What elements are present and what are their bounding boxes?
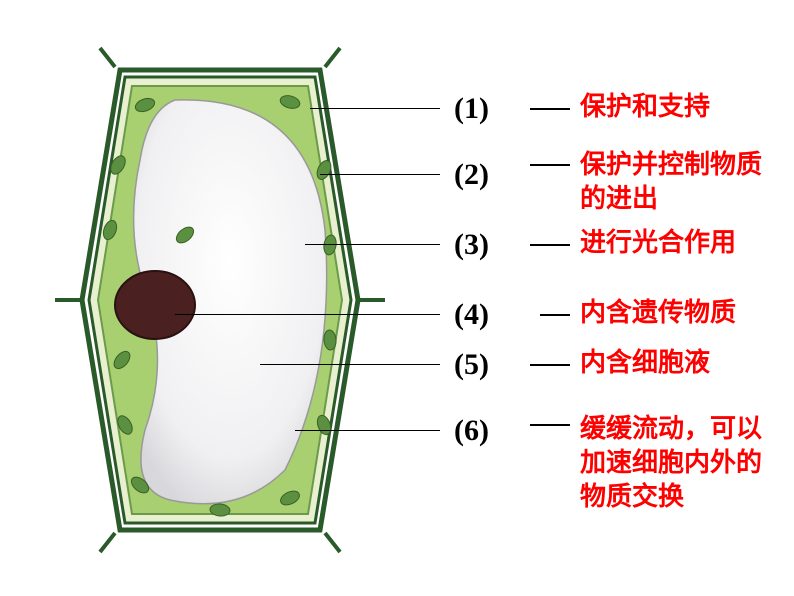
label-num-1: (1) [454,92,489,126]
dash-1 [530,108,570,110]
leader-5 [260,364,440,365]
leader-6 [295,430,440,431]
label-num-2: (2) [454,158,489,192]
leader-2 [320,174,440,175]
label-desc-2: 保护并控制物质的进出 [580,148,770,216]
dash-4 [540,314,570,316]
label-desc-1: 保护和支持 [580,90,770,124]
label-num-6: (6) [454,414,489,448]
dash-3 [530,244,570,246]
label-num-4: (4) [454,298,489,332]
cell-svg [30,30,390,570]
dash-6 [530,424,570,426]
label-desc-4: 内含遗传物质 [580,296,780,330]
label-desc-3: 进行光合作用 [580,226,780,260]
dash-5 [530,364,570,366]
label-desc-6: 缓缓流动，可以加速细胞内外的物质交换 [580,412,780,513]
leader-3 [305,244,440,245]
label-num-5: (5) [454,348,489,382]
leader-4 [175,314,440,315]
leader-1 [310,108,440,109]
label-num-3: (3) [454,228,489,262]
label-desc-5: 内含细胞液 [580,346,780,380]
dash-2 [530,164,570,166]
cell-diagram [30,30,390,570]
nucleus [115,271,195,339]
